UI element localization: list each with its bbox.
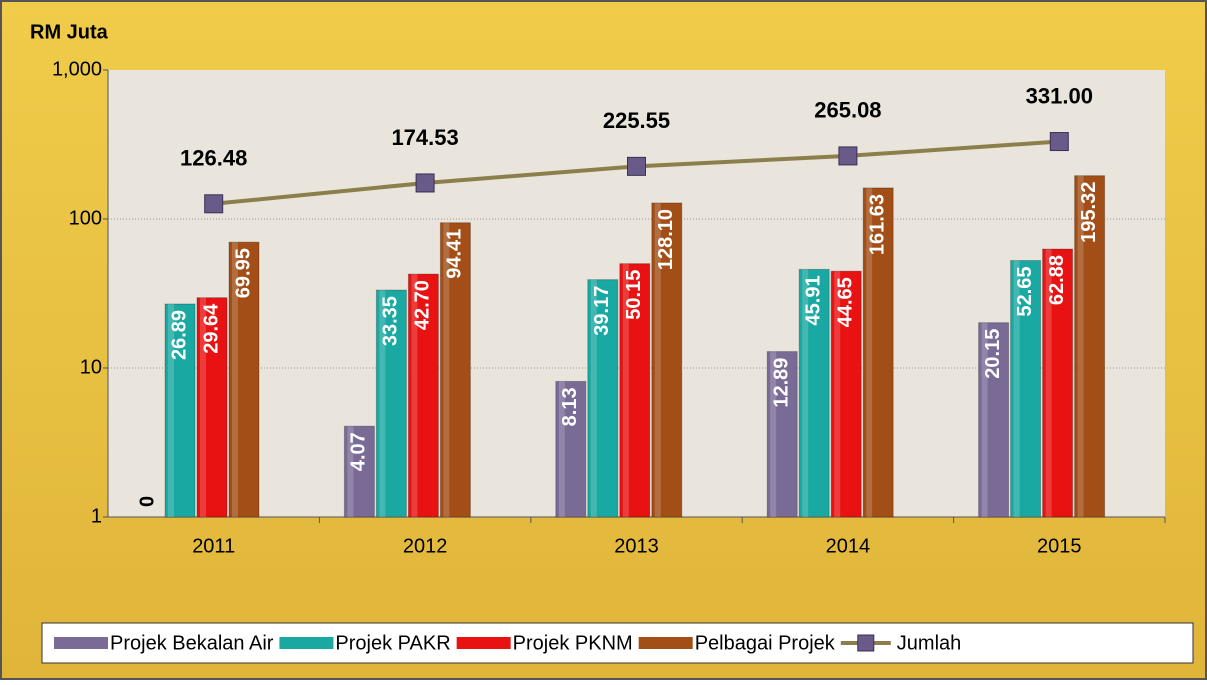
- bar-highlight: [379, 290, 386, 517]
- bar-highlight: [866, 187, 873, 517]
- data-label: 26.89: [168, 310, 190, 360]
- data-label: 331.00: [1026, 83, 1093, 108]
- chart-title: RM Juta: [30, 21, 109, 43]
- x-tick-label: 2014: [826, 535, 871, 557]
- data-label: 62.88: [1046, 255, 1068, 305]
- bar-highlight: [347, 426, 354, 517]
- bar: [830, 270, 862, 518]
- data-label: 174.53: [391, 125, 458, 150]
- x-tick-label: 2015: [1037, 535, 1082, 557]
- bar: [439, 222, 471, 518]
- legend-swatch: [638, 637, 693, 649]
- data-label: 126.48: [180, 146, 247, 171]
- y-tick-label: 1: [91, 505, 102, 527]
- bar-highlight: [590, 279, 597, 517]
- data-label: 52.65: [1014, 267, 1036, 317]
- bar-highlight: [1045, 249, 1052, 517]
- line-marker: [838, 146, 858, 166]
- bar-highlight: [200, 297, 206, 517]
- data-label: 20.15: [982, 329, 1004, 379]
- bar: [196, 297, 228, 518]
- bar-highlight: [654, 202, 661, 518]
- bar-highlight: [622, 263, 629, 517]
- legend-swatch: [54, 637, 108, 649]
- bar: [343, 425, 375, 518]
- data-label: 4.07: [348, 432, 370, 471]
- data-label: 39.17: [591, 286, 613, 336]
- bar: [555, 380, 587, 518]
- bar: [978, 322, 1010, 518]
- data-label: 69.95: [232, 248, 254, 298]
- bar-highlight: [1013, 260, 1020, 517]
- y-tick-label: 1,000: [52, 58, 102, 80]
- legend: [41, 622, 1194, 664]
- bar-highlight: [411, 274, 418, 517]
- bar: [798, 268, 830, 518]
- bar: [407, 273, 439, 518]
- data-label: 45.91: [802, 275, 824, 325]
- bar: [1010, 260, 1042, 518]
- bar: [619, 263, 651, 518]
- y-tick-label: 100: [69, 207, 102, 229]
- bar: [766, 351, 798, 518]
- bar-highlight: [168, 303, 174, 517]
- bar: [862, 187, 894, 518]
- data-label: 0: [136, 496, 158, 507]
- data-label: 44.65: [834, 277, 856, 327]
- data-label: 195.32: [1078, 182, 1100, 243]
- bar: [651, 202, 683, 518]
- data-label: 94.41: [444, 229, 466, 279]
- y-tick-label: 10: [80, 356, 102, 378]
- bar: [1042, 248, 1074, 518]
- legend-label: Projek PKNM: [513, 632, 633, 654]
- line-marker: [415, 173, 435, 193]
- bar: [375, 289, 407, 518]
- bar: [164, 303, 196, 518]
- line-marker: [204, 194, 224, 214]
- x-tick-label: 2013: [614, 535, 659, 557]
- bar: [1074, 175, 1106, 518]
- bar-highlight: [558, 381, 565, 517]
- legend-label: Jumlah: [897, 632, 961, 654]
- data-label: 8.13: [559, 387, 581, 426]
- legend-swatch: [857, 634, 875, 652]
- legend-label: Projek Bekalan Air: [110, 632, 274, 654]
- line-marker: [627, 156, 646, 176]
- data-label: 50.15: [623, 270, 645, 320]
- bar: [228, 241, 260, 518]
- bar-highlight: [1077, 175, 1084, 517]
- legend-label: Pelbagai Projek: [695, 632, 836, 654]
- bar: [587, 279, 619, 518]
- data-label: 42.70: [412, 280, 434, 330]
- bar-highlight: [834, 271, 841, 517]
- x-tick-label: 2012: [403, 535, 448, 557]
- legend-swatch: [279, 637, 334, 649]
- bar-highlight: [443, 222, 450, 517]
- bar-highlight: [770, 351, 777, 517]
- x-tick-label: 2011: [192, 535, 235, 557]
- bar-highlight: [802, 269, 809, 517]
- bar-highlight: [981, 322, 988, 517]
- bar-highlight: [232, 242, 238, 517]
- line-marker: [1049, 132, 1069, 152]
- data-label: 225.55: [603, 108, 670, 133]
- data-label: 265.08: [814, 98, 881, 123]
- legend-swatch: [456, 637, 511, 649]
- data-label: 29.64: [200, 303, 222, 354]
- data-label: 12.89: [770, 358, 792, 408]
- legend-label: Projek PAKR: [335, 632, 450, 654]
- data-label: 128.10: [655, 209, 677, 270]
- data-label: 33.35: [380, 296, 402, 346]
- data-label: 161.63: [866, 194, 888, 255]
